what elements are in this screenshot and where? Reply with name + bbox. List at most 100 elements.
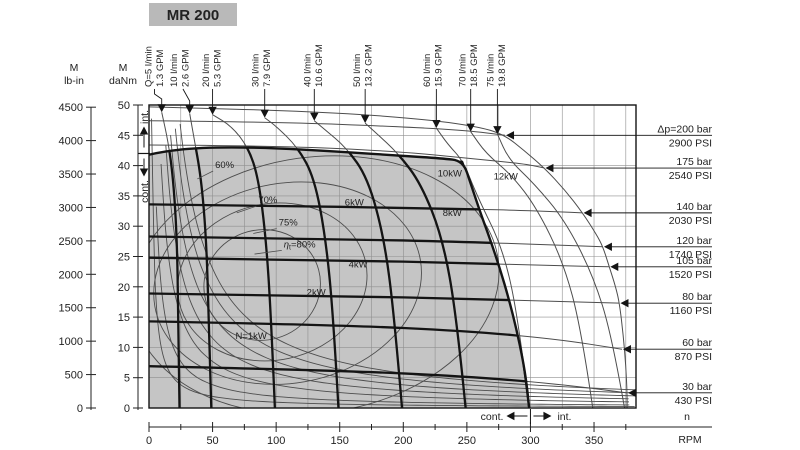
bottom-zone-markers: cont. int.	[481, 409, 571, 424]
efficiency-label: 70%	[258, 195, 278, 206]
flow-label-lmin: 30 l/min	[250, 54, 261, 87]
flow-curve-bold	[313, 147, 404, 408]
pressure-curve-bold	[149, 365, 530, 394]
arrowhead-right-icon	[543, 411, 552, 421]
x-tick-label: 300	[521, 435, 539, 447]
pressure-curve	[149, 120, 506, 136]
arrowhead-down-icon	[493, 126, 502, 135]
flow-curve-bold	[264, 147, 340, 408]
arrowhead-left-icon	[628, 388, 637, 398]
pressure-label-psi: 1520 PSI	[669, 269, 712, 281]
flow-label-lmin: 10 l/min	[169, 54, 180, 87]
flow-label-gpm: 1.3 GPM	[155, 49, 166, 87]
x-axis-name: n	[684, 411, 690, 423]
flow-label-gpm: 18.5 GPM	[469, 44, 480, 87]
arrowhead-left-icon	[506, 131, 515, 140]
y-axes: Mlb-in0500100015002000250030003500400045…	[59, 62, 143, 415]
arrowhead-down-icon	[139, 168, 149, 177]
pressure-label-psi: 1740 PSI	[669, 249, 712, 261]
arrowhead-up-icon	[139, 126, 149, 135]
flow-curve	[496, 133, 626, 408]
arrowhead-down-icon	[310, 112, 319, 121]
pressure-label-bar: 175 bar	[676, 156, 712, 168]
power-curve	[174, 128, 636, 394]
flow-curve-bold	[211, 147, 277, 408]
arrowhead-down-icon	[466, 123, 475, 132]
arrowhead-down-icon	[360, 115, 370, 124]
arrowhead-down-icon	[208, 106, 217, 115]
pressure-label-bar: Δp=200 bar	[657, 123, 712, 135]
power-curve	[165, 145, 629, 400]
efficiency-label: 75%	[279, 218, 299, 229]
pressure-label-bar: 105 bar	[676, 255, 712, 267]
arrowhead-left-icon	[603, 242, 612, 252]
x-tick-label: 50	[206, 435, 218, 447]
page-title: MR 200	[167, 7, 220, 24]
x-axis: 0 50 100 150 200 250 300 350 n RPM	[146, 411, 712, 447]
efficiency-leader	[236, 205, 257, 214]
flow-label-lmin: 75 l/min	[486, 54, 497, 87]
flow-leader	[154, 89, 163, 106]
arrowhead-down-icon	[260, 109, 269, 118]
lbin-tick-label: 3500	[59, 169, 83, 181]
power-label: 10kW	[438, 169, 462, 180]
pressure-label-psi: 870 PSI	[675, 351, 712, 363]
x-tick-label: 250	[458, 435, 476, 447]
pressure-curve	[149, 144, 545, 169]
pressure-label-bar: 140 bar	[676, 201, 712, 213]
cont-bottom-label: cont.	[481, 411, 504, 423]
plot-frame	[148, 104, 637, 409]
flow-curve	[435, 127, 530, 408]
efficiency-leader	[253, 228, 277, 234]
pressure-axis-labels: Δp=200 bar 2900 PSI 175 bar 2540 PSI 140 bar…	[506, 123, 712, 407]
flow-axis-labels: Q=5 l/min 1.3 GPM 10 l/min 2.6 GPM 20 l/min 5…	[144, 44, 508, 135]
pressure-label-psi: 430 PSI	[675, 395, 712, 407]
danm-tick-label: 15	[118, 312, 130, 324]
pressure-label-bar: 60 bar	[682, 337, 712, 349]
danm-axis-unit: daNm	[109, 75, 137, 87]
left-zone-markers: int. cont.	[138, 110, 151, 203]
pressure-curve-bold	[149, 256, 530, 268]
continuous-boundary	[149, 146, 531, 408]
x-axis-unit: RPM	[678, 434, 701, 446]
flow-label-lmin: 60 l/min	[422, 54, 433, 87]
pressure-label-psi: 2540 PSI	[669, 170, 712, 182]
power-label: 6kW	[345, 198, 364, 209]
lbin-tick-label: 4500	[59, 102, 83, 114]
pressure-curve-bold	[149, 235, 530, 248]
flow-label-gpm: 15.9 GPM	[434, 44, 445, 87]
efficiency-contour	[153, 181, 422, 385]
flow-label-gpm: 5.3 GPM	[212, 49, 223, 87]
power-curve	[160, 163, 629, 403]
lbin-axis-name: M	[70, 62, 79, 74]
int-zone-label: int.	[139, 110, 151, 124]
danm-tick-label: 40	[118, 161, 130, 173]
flow-label-lmin: 40 l/min	[302, 54, 313, 87]
power-label: 8kW	[443, 208, 462, 219]
arrowhead-left-icon	[506, 411, 515, 421]
x-tick-label: 0	[146, 435, 152, 447]
power-label: 12kW	[494, 172, 518, 183]
power-label: 2kW	[307, 287, 326, 298]
efficiency-leader	[197, 170, 214, 180]
lbin-tick-label: 500	[65, 370, 83, 382]
power-curve	[151, 118, 635, 407]
pressure-label-psi: 1160 PSI	[670, 305, 712, 317]
flow-label-gpm: 10.6 GPM	[314, 44, 325, 87]
pressure-label-bar: 30 bar	[682, 381, 712, 393]
lbin-tick-label: 3000	[59, 202, 83, 214]
lbin-tick-label: 2000	[59, 269, 83, 281]
arrowhead-left-icon	[622, 345, 631, 354]
arrowhead-left-icon	[583, 208, 592, 218]
x-tick-label: 350	[585, 435, 603, 447]
arrowhead-down-icon	[185, 105, 194, 114]
pressure-curve-bold	[149, 320, 530, 351]
danm-tick-label: 35	[118, 191, 130, 203]
lbin-tick-label: 2500	[59, 236, 83, 248]
x-tick-label: 200	[394, 435, 412, 447]
flow-label-lmin: Q=5 l/min	[144, 46, 155, 87]
arrowhead-down-icon	[432, 120, 441, 129]
efficiency-label: 60%	[215, 160, 235, 171]
intermittent-envelope	[149, 106, 628, 408]
